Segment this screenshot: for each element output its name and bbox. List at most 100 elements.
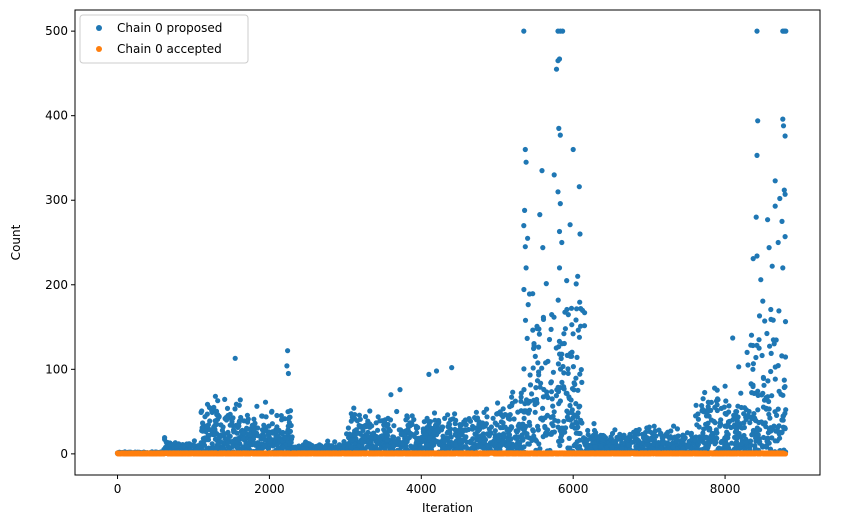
proposed-point (775, 363, 781, 369)
proposed-point (561, 370, 567, 376)
proposed-point (765, 217, 771, 223)
proposed-point (752, 443, 758, 449)
proposed-point (535, 360, 541, 366)
proposed-point (565, 366, 571, 372)
proposed-point (730, 335, 736, 341)
proposed-point (765, 437, 771, 443)
proposed-point (556, 125, 562, 131)
proposed-point (765, 394, 771, 400)
x-axis-ticks: 0 2000 4000 6000 8000 (114, 475, 740, 496)
proposed-point (184, 441, 190, 447)
proposed-point (382, 429, 388, 435)
proposed-point (577, 299, 583, 305)
proposed-point (341, 439, 347, 445)
proposed-point (561, 340, 567, 347)
proposed-point (770, 317, 776, 323)
proposed-point (518, 390, 524, 396)
proposed-point (390, 434, 396, 440)
proposed-point (702, 389, 708, 396)
proposed-point (739, 425, 745, 431)
proposed-point (484, 414, 490, 420)
proposed-point (409, 413, 415, 419)
proposed-point (750, 427, 757, 434)
proposed-point (714, 430, 720, 436)
proposed-point (700, 406, 706, 412)
proposed-point (536, 331, 543, 337)
proposed-point (425, 442, 431, 448)
proposed-point (674, 426, 681, 432)
proposed-point (215, 398, 221, 404)
proposed-point (532, 409, 538, 415)
proposed-point (557, 132, 563, 138)
proposed-point (403, 428, 410, 434)
proposed-point (781, 187, 787, 193)
proposed-point (204, 423, 210, 429)
proposed-point (782, 384, 788, 390)
proposed-point (287, 414, 293, 420)
proposed-point (204, 401, 211, 407)
proposed-point (714, 387, 720, 393)
proposed-point (506, 432, 513, 438)
proposed-point (639, 440, 645, 446)
proposed-point (278, 413, 284, 419)
proposed-point (551, 429, 558, 435)
proposed-point (782, 191, 788, 197)
proposed-point (199, 425, 205, 431)
proposed-point (490, 415, 496, 421)
proposed-point (434, 427, 440, 433)
proposed-point (655, 440, 661, 446)
proposed-point (753, 354, 759, 361)
proposed-point (755, 407, 761, 413)
proposed-point (445, 412, 451, 418)
proposed-point (780, 116, 786, 122)
proposed-point (761, 434, 767, 441)
proposed-point (711, 418, 717, 424)
proposed-point (237, 397, 243, 403)
proposed-point (748, 442, 754, 448)
legend-label-accepted: Chain 0 accepted (117, 42, 222, 56)
y-tick-label: 200 (45, 278, 68, 292)
proposed-point (549, 421, 555, 427)
proposed-point (714, 396, 721, 402)
proposed-point (782, 133, 788, 139)
proposed-point (209, 441, 215, 447)
proposed-point (392, 438, 398, 444)
proposed-point (567, 402, 573, 409)
proposed-point (565, 312, 571, 318)
proposed-point (218, 432, 224, 438)
proposed-point (477, 437, 483, 443)
proposed-point (626, 442, 632, 448)
proposed-point (705, 420, 711, 426)
proposed-point (524, 335, 530, 341)
proposed-point (517, 440, 523, 446)
proposed-point (663, 431, 670, 437)
proposed-point (365, 418, 371, 424)
proposed-point (772, 438, 778, 444)
proposed-point (246, 426, 253, 432)
proposed-point (261, 422, 267, 428)
proposed-point (521, 387, 527, 393)
proposed-point (236, 423, 242, 429)
proposed-point (754, 28, 760, 34)
proposed-point (566, 435, 572, 441)
proposed-point (573, 317, 579, 323)
proposed-point (240, 436, 246, 442)
proposed-point (748, 332, 755, 338)
proposed-point (556, 228, 563, 235)
proposed-point (735, 403, 741, 409)
proposed-point (556, 56, 563, 62)
proposed-point (232, 355, 238, 361)
proposed-point (225, 429, 231, 435)
proposed-point (515, 427, 521, 433)
proposed-point (539, 168, 545, 174)
proposed-point (495, 400, 501, 406)
proposed-point (734, 420, 740, 426)
proposed-point (548, 380, 554, 386)
proposed-point (384, 423, 390, 429)
proposed-point (367, 445, 373, 451)
proposed-point (255, 425, 261, 431)
proposed-point (540, 405, 546, 411)
proposed-point (758, 419, 765, 425)
proposed-point (527, 372, 533, 378)
proposed-point (636, 427, 642, 433)
